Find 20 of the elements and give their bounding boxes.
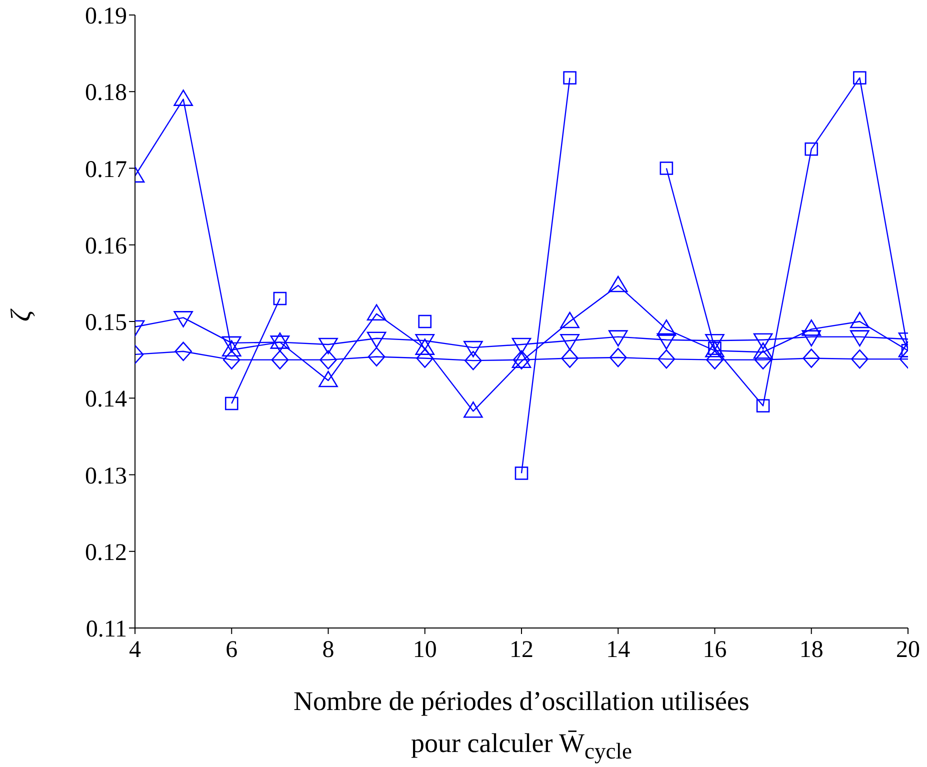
x-tick-label: 20 xyxy=(896,637,920,664)
y-tick-label: 0.12 xyxy=(85,540,127,566)
x-axis-title: Nombre de périodes d’oscillation utilisées pour calculer W̄$_{cycle}$ xyxy=(292,685,750,766)
y-tick-label: 0.13 xyxy=(85,463,127,490)
y-tick-label: 0.18 xyxy=(85,80,127,106)
x-tick-label: 8 xyxy=(322,637,334,664)
x-tick-label: 6 xyxy=(226,637,238,664)
x-tick-label: 4 xyxy=(129,637,141,664)
y-tick-label: 0.15 xyxy=(85,310,127,336)
x-tick-label: 16 xyxy=(702,637,727,664)
y-tick-label: 0.14 xyxy=(85,386,127,413)
x-tick-label: 12 xyxy=(510,637,534,664)
y-tick-label: 0.16 xyxy=(85,233,127,260)
y-axis-title: ζ xyxy=(6,308,37,322)
y-tick-label: 0.17 xyxy=(85,156,127,183)
x-tick-label: 10 xyxy=(412,637,437,664)
y-tick-label: 0.11 xyxy=(86,616,127,643)
x-tick-label: 18 xyxy=(799,637,824,664)
x-tick-label: 14 xyxy=(606,637,630,664)
y-tick-label: 0.19 xyxy=(85,4,127,30)
